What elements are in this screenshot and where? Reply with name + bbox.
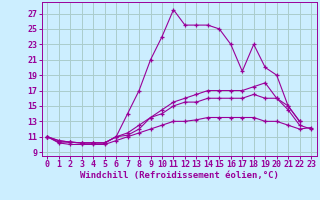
X-axis label: Windchill (Refroidissement éolien,°C): Windchill (Refroidissement éolien,°C) [80, 171, 279, 180]
